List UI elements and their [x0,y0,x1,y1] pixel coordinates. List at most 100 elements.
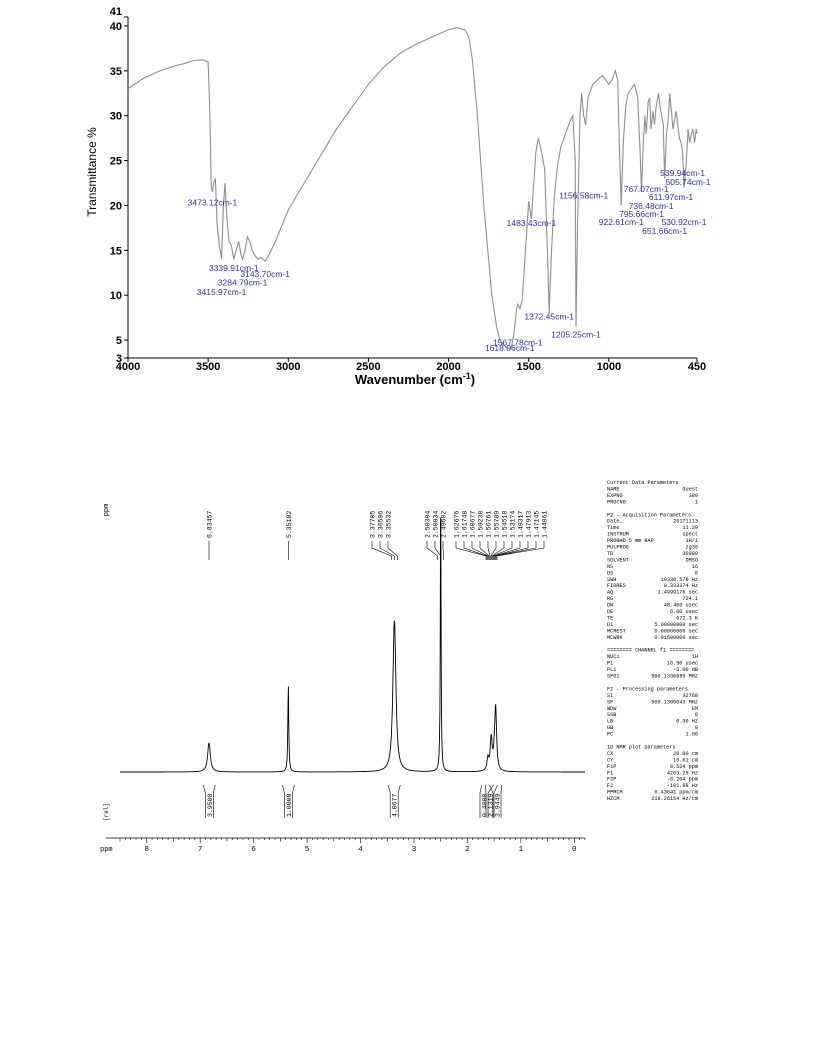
ir-spectrum-chart: 4000 3500 3000 2500 2000 1500 1000 450351015202… [85,6,711,387]
ir-peak-annotation: 1372.45cm-1 [524,311,574,321]
nmr-param-key: SI [607,693,613,699]
nmr-param-value: 30980 [682,551,698,557]
nmr-param-value: 1.00 [686,732,698,738]
nmr-axis-tick-label: 6 [251,846,256,854]
nmr-param-value: 0.43641 ppm/cm [654,790,698,796]
ir-x-axis-label: Wavenumber (cm-1) [355,371,475,387]
nmr-peak-leader [463,541,488,560]
nmr-param-value: 1H/1 [686,538,698,544]
nmr-param-key: SWH [607,577,616,583]
nmr-param-key: D1 [607,622,613,628]
nmr-param-value: 0.30 Hz [676,719,698,725]
nmr-peak-label: 1.53174 [510,511,517,538]
nmr-param-key: MCREST [607,628,626,634]
ir-y-tick-label: 35 [110,66,122,78]
nmr-x-axis-label: ppm [100,846,113,854]
nmr-param-key: WDW [607,706,617,712]
ir-peak-annotation: 3473.12cm-1 [188,197,238,207]
nmr-peak-label: 3.36596 [378,511,385,538]
ir-y-tick-label: 20 [110,200,122,212]
nmr-integral-bracket [487,784,494,818]
ir-peak-annotation: 1567.78cm-1 [493,337,543,347]
ir-x-tick-label: 2000 [436,361,460,373]
nmr-integral-bracket [500,784,502,818]
nmr-peak-label: 1.49317 [518,511,525,538]
nmr-param-value: 20171113 [673,519,698,525]
nmr-param-value: 5.00000000 sec [654,622,698,628]
ir-x-tick-label: 1000 [597,361,621,373]
nmr-param-key: PROCNO [607,499,626,505]
ir-y-tick-label: 3 [116,353,122,365]
ir-peak-annotation: 736.48cm-1 [629,201,674,211]
nmr-peak-leader [379,541,395,560]
nmr-peak-label: 1.60677 [470,511,477,538]
nmr-param-key: DW [607,603,614,609]
nmr-param-key: DS [607,570,613,576]
nmr-integral-bracket [203,784,206,818]
nmr-param-value: -3.00 dB [673,667,698,673]
nmr-param-key: SFO1 [607,674,619,680]
ir-peak-annotation: 505.74cm-1 [666,177,711,187]
nmr-peak-leader [495,541,537,560]
nmr-param-value: Guest [682,486,698,492]
nmr-param-key: PROBHD 5 mm BAP [607,538,654,544]
nmr-integral-bracket [387,784,391,818]
nmr-param-value: 0 [695,570,698,576]
nmr-param-key: NS [607,564,613,570]
nmr-param-key: F2P [607,777,616,783]
nmr-param-key: LB [607,719,613,725]
ir-series-line [127,27,698,350]
nmr-peak-leader [387,541,398,560]
ir-peak-annotation: 3284.79cm-1 [218,277,268,287]
ir-x-tick-label: 3000 [276,361,300,373]
nmr-param-key: F2 - Acquisition Parameters [607,512,691,518]
nmr-axis-tick-label: 1 [519,846,524,854]
nmr-param-value: 48.400 usec [664,603,698,609]
nmr-param-value: 0.333374 Hz [664,583,698,589]
nmr-integral-bracket [479,784,482,818]
nmr-param-key: SOLVENT [607,557,629,563]
nmr-integral-bracket [292,784,295,818]
nmr-integral-value: 1.0000 [286,793,293,817]
nmr-param-value: EM [692,706,698,712]
nmr-axis-tick-label: 4 [358,846,363,854]
ir-y-axis-label: Transmittance % [85,127,99,217]
nmr-param-key: PPMCM [607,790,623,796]
nmr-param-value: 0.00000000 sec [654,628,698,634]
nmr-param-key: TE [607,615,613,621]
nmr-peak-label: 1.59238 [478,511,485,538]
nmr-param-key: HZCM [607,796,619,802]
nmr-integral-bracket [493,784,498,818]
nmr-param-value: 1 [695,499,698,505]
nmr-param-value: 500.1330885 MHz [651,674,698,680]
nmr-param-key: NAME [607,486,619,492]
nmr-param-key: 1D NMR plot parameters [607,744,676,750]
nmr-peak-leader [493,541,521,560]
ir-peak-annotation: 795.66cm-1 [619,209,664,219]
nmr-peak-label: 1.61748 [462,511,469,538]
ir-y-tick-label: 5 [116,335,122,347]
nmr-param-value: 0.01500000 sec [654,635,698,641]
nmr-param-value: 8.524 ppm [670,764,698,770]
nmr-param-key: GB [607,725,613,731]
nmr-axis-tick-label: 3 [412,846,417,854]
ir-peak-annotations: 3473.12cm-1 3339.91cm-13143.70cm-13284.79… [188,168,711,353]
nmr-peak-label: 5.35102 [286,511,293,538]
ir-peak-annotation: 611.97cm-1 [649,192,694,202]
nmr-param-key: Current Data Parameters [607,480,679,486]
nmr-param-key: CX [607,751,614,757]
nmr-peak-label: 1.55789 [494,511,501,538]
nmr-peak-leader [455,541,487,560]
nmr-param-key: MCWRK [607,635,623,641]
nmr-param-key: F1 [607,770,613,776]
ir-x-axis-label-sup: -1 [463,371,471,381]
nmr-integral-value: 4.0677 [392,793,399,817]
nmr-param-value: 6.00 usec [670,609,698,615]
nmr-param-key: EXPNO [607,493,623,499]
nmr-peak-label: 2.49682 [441,511,448,538]
nmr-integral-axis-label: [rel] [103,803,110,821]
nmr-integrals: 3.9508 1.0000 4.0677 0.4808 2.1319 3.9449 [203,784,502,818]
nmr-param-key: PL1 [607,667,616,673]
nmr-integral-value: 3.9508 [207,793,214,817]
nmr-param-value: zg30 [686,545,698,551]
